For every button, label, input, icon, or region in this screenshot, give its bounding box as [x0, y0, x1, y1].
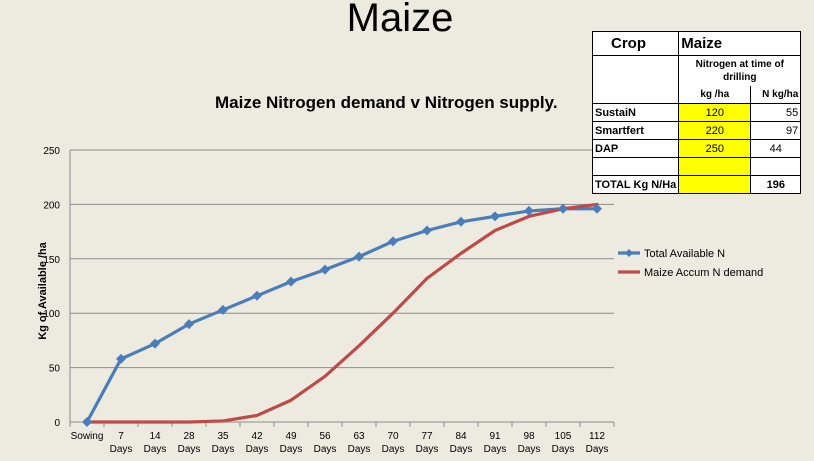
data-point [320, 264, 330, 275]
x-tick-label: 91 Days [484, 431, 507, 455]
x-tick-label: 28 Days [178, 431, 201, 455]
data-point [150, 338, 160, 349]
legend-label: Total Available N [644, 248, 725, 260]
x-tick-label: 14 Days [144, 431, 167, 455]
row-n [750, 157, 802, 176]
data-point [422, 225, 432, 236]
total-label: TOTAL Kg N/Ha [591, 175, 680, 194]
row-kg: 250 [678, 139, 752, 158]
data-point [490, 211, 500, 222]
y-tick-label: 50 [49, 364, 61, 375]
x-tick-label: 77 Days [416, 431, 439, 455]
y-tick-label: 100 [43, 309, 60, 320]
table-row: DAP 250 44 [591, 139, 802, 158]
table-row: Smartfert 220 97 [591, 121, 802, 140]
legend-marker [625, 249, 633, 257]
total-value: 196 [750, 175, 802, 194]
row-kg [678, 157, 752, 176]
row-label: DAP [591, 139, 680, 158]
data-point [456, 216, 466, 227]
y-tick-label: 0 [54, 418, 60, 429]
chart-title: Maize Nitrogen demand v Nitrogen supply. [215, 93, 558, 112]
x-tick-label: 84 Days [450, 431, 473, 455]
row-kg: 120 [678, 103, 752, 122]
x-tick-label: 105 Days [552, 431, 575, 455]
data-point [388, 236, 398, 247]
table-col-kg: kg /ha [678, 85, 752, 104]
data-point [218, 304, 228, 315]
series-line-1 [85, 202, 599, 424]
table-row [591, 157, 802, 176]
y-tick-label: 200 [43, 200, 60, 211]
row-n: 44 [750, 139, 802, 158]
x-tick-label: Sowing [71, 431, 104, 442]
x-tick-label: 63 Days [348, 431, 371, 455]
legend-label: Maize Accum N demand [644, 267, 763, 279]
table-header-crop: Crop [591, 31, 680, 56]
row-kg: 220 [678, 121, 752, 140]
row-label: Smartfert [591, 121, 680, 140]
x-tick-label: 98 Days [518, 431, 541, 455]
total-kg-blank [678, 175, 752, 194]
row-label [591, 157, 680, 176]
x-tick-label: 7 Days [110, 431, 133, 455]
table-row: SustaiN 120 55 [591, 103, 802, 122]
data-point [252, 290, 262, 301]
x-tick-label: 49 Days [280, 431, 303, 455]
x-tick-label: 112 Days [586, 431, 609, 455]
x-tick-label: 35 Days [212, 431, 235, 455]
data-point [592, 203, 602, 214]
data-point [82, 417, 92, 427]
row-n: 55 [750, 103, 802, 122]
table-col-n: N kg/ha [750, 85, 802, 104]
data-point [116, 353, 126, 364]
x-tick-label: 56 Days [314, 431, 337, 455]
y-axis-label: Kg of Available /ha [37, 241, 49, 339]
slide-title: Maize [346, 0, 454, 40]
table-header-maize: Maize [678, 31, 802, 56]
data-point [524, 205, 534, 216]
nitrogen-table: Crop Maize Nitrogen at time of drilling … [591, 31, 802, 194]
data-point [354, 251, 364, 262]
x-tick-label: 42 Days [246, 431, 269, 455]
table-total-row: TOTAL Kg N/Ha 196 [591, 175, 802, 194]
series-line-0 [85, 207, 599, 424]
data-point [286, 276, 296, 287]
y-tick-label: 150 [43, 255, 60, 266]
x-tick-label: 70 Days [382, 431, 405, 455]
row-n: 97 [750, 121, 802, 140]
y-tick-label: 250 [43, 146, 60, 157]
data-point [558, 203, 568, 214]
row-label: SustaiN [591, 103, 680, 122]
table-blank-cell [591, 55, 680, 104]
table-subheader: Nitrogen at time of drilling [678, 55, 802, 86]
data-point [184, 319, 194, 330]
